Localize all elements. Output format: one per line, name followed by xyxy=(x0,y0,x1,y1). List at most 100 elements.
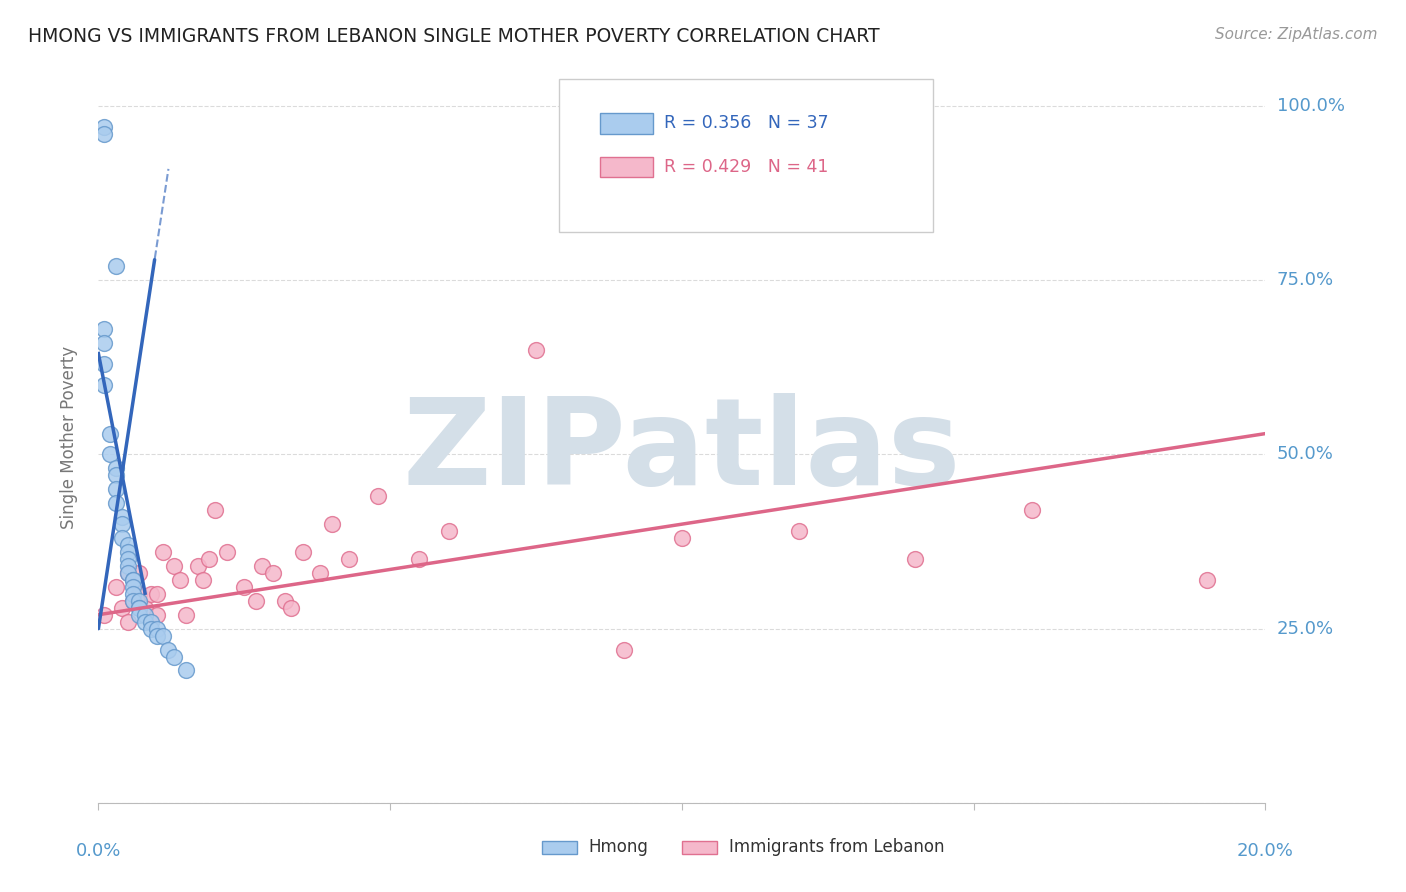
Text: R = 0.356   N = 37: R = 0.356 N = 37 xyxy=(665,114,830,132)
Point xyxy=(122,594,145,608)
Text: Hmong: Hmong xyxy=(589,838,648,856)
Text: 100.0%: 100.0% xyxy=(1277,97,1344,115)
Point xyxy=(93,377,115,392)
Point xyxy=(139,622,162,636)
Point xyxy=(146,622,169,636)
Point xyxy=(309,566,332,580)
Point xyxy=(111,517,134,532)
Text: ZIPatlas: ZIPatlas xyxy=(402,393,962,510)
Point xyxy=(163,558,186,573)
Point xyxy=(93,357,115,371)
Point xyxy=(245,594,267,608)
Point xyxy=(274,594,297,608)
Point xyxy=(117,566,139,580)
Point xyxy=(612,642,634,657)
Point xyxy=(1021,503,1043,517)
Point xyxy=(250,558,273,573)
Text: 0.0%: 0.0% xyxy=(76,842,121,860)
Point xyxy=(93,322,115,336)
Point xyxy=(146,629,169,643)
Point xyxy=(139,615,162,629)
Point xyxy=(93,120,115,134)
Point xyxy=(152,545,174,559)
Point xyxy=(111,600,134,615)
Point xyxy=(157,642,180,657)
Point xyxy=(122,580,145,594)
Point xyxy=(117,552,139,566)
Text: Immigrants from Lebanon: Immigrants from Lebanon xyxy=(728,838,943,856)
Point xyxy=(904,552,927,566)
Point xyxy=(111,510,134,524)
Point xyxy=(134,607,156,622)
Point xyxy=(98,426,121,441)
Bar xyxy=(541,841,576,854)
Point xyxy=(408,552,430,566)
Text: R = 0.429   N = 41: R = 0.429 N = 41 xyxy=(665,158,828,177)
Point xyxy=(337,552,360,566)
Point xyxy=(104,468,127,483)
Point xyxy=(117,538,139,552)
Text: 25.0%: 25.0% xyxy=(1277,620,1334,638)
Point xyxy=(93,336,115,351)
Point xyxy=(104,580,127,594)
Point xyxy=(139,587,162,601)
Y-axis label: Single Mother Poverty: Single Mother Poverty xyxy=(59,345,77,529)
Point xyxy=(104,483,127,497)
Point xyxy=(104,260,127,274)
Point xyxy=(128,600,150,615)
Point xyxy=(117,615,139,629)
Point xyxy=(104,461,127,475)
Point xyxy=(1195,573,1218,587)
Point xyxy=(321,517,343,532)
Point xyxy=(233,580,256,594)
Point xyxy=(524,343,547,357)
Point xyxy=(193,573,215,587)
Point xyxy=(169,573,191,587)
Point xyxy=(98,448,121,462)
Point xyxy=(104,496,127,510)
Point xyxy=(437,524,460,538)
Point xyxy=(262,566,284,580)
Text: Source: ZipAtlas.com: Source: ZipAtlas.com xyxy=(1215,27,1378,42)
Point xyxy=(174,607,197,622)
Bar xyxy=(600,113,652,134)
Point xyxy=(128,587,150,601)
Point xyxy=(152,629,174,643)
Point xyxy=(128,600,150,615)
Point xyxy=(291,545,314,559)
Point xyxy=(122,587,145,601)
Point xyxy=(204,503,226,517)
Point xyxy=(215,545,238,559)
Point xyxy=(174,664,197,678)
Point xyxy=(671,531,693,545)
Point xyxy=(787,524,810,538)
Point xyxy=(128,566,150,580)
Point xyxy=(163,649,186,664)
Point xyxy=(93,127,115,141)
Text: 75.0%: 75.0% xyxy=(1277,271,1334,289)
Point xyxy=(146,587,169,601)
Point xyxy=(93,607,115,622)
Point xyxy=(128,607,150,622)
FancyBboxPatch shape xyxy=(560,78,932,232)
Bar xyxy=(682,841,717,854)
Point xyxy=(122,573,145,587)
Point xyxy=(111,531,134,545)
Point xyxy=(187,558,209,573)
Point xyxy=(122,594,145,608)
Text: 50.0%: 50.0% xyxy=(1277,445,1333,464)
Point xyxy=(280,600,302,615)
Point xyxy=(146,607,169,622)
Text: HMONG VS IMMIGRANTS FROM LEBANON SINGLE MOTHER POVERTY CORRELATION CHART: HMONG VS IMMIGRANTS FROM LEBANON SINGLE … xyxy=(28,27,880,45)
Point xyxy=(367,489,389,503)
Point xyxy=(117,566,139,580)
Bar xyxy=(600,157,652,178)
Point xyxy=(128,594,150,608)
Text: 20.0%: 20.0% xyxy=(1237,842,1294,860)
Point xyxy=(122,573,145,587)
Point xyxy=(117,545,139,559)
Point xyxy=(134,615,156,629)
Point xyxy=(134,600,156,615)
Point xyxy=(117,558,139,573)
Point xyxy=(198,552,221,566)
